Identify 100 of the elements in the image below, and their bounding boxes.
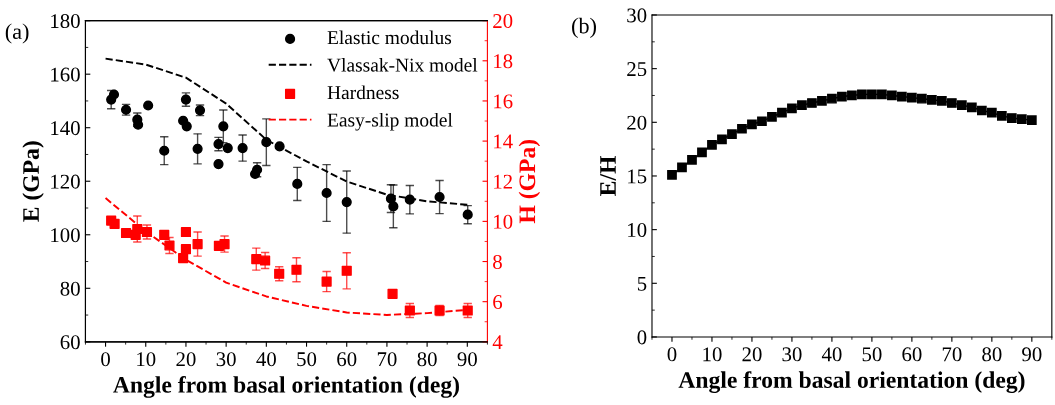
point (434, 191, 445, 203)
x-tick-label: 10 (137, 352, 156, 367)
point (108, 89, 120, 100)
point (837, 91, 847, 102)
point (967, 102, 977, 113)
y-tick-label: 80 (60, 281, 80, 296)
y-axis-title: E (GPa) (22, 141, 44, 222)
point (213, 159, 224, 170)
point (237, 142, 248, 154)
point (717, 134, 727, 145)
y-tick-label: 30 (627, 8, 647, 23)
point (877, 89, 887, 100)
point (986, 107, 997, 118)
y2-tick-label: 4 (492, 335, 503, 350)
y2-tick-label: 14 (494, 134, 513, 149)
point (787, 103, 797, 114)
point (341, 265, 352, 276)
y-tick-label: 180 (51, 14, 80, 29)
point (462, 209, 473, 220)
point (159, 229, 170, 240)
point (251, 254, 262, 265)
point (737, 123, 747, 134)
x-tick-label: 10 (703, 347, 722, 362)
point (321, 187, 332, 199)
legend-label: Hardness (327, 85, 399, 100)
y2-tick-label: 10 (494, 214, 513, 229)
y-tick-label: 15 (628, 169, 647, 184)
x-tick-label: 70 (377, 352, 397, 367)
x-axis-title: Angle from basal orientation (deg) (678, 371, 1025, 393)
point (222, 142, 233, 154)
point (164, 240, 175, 251)
y-tick-label: 10 (628, 223, 647, 238)
text: (a) (5, 23, 29, 44)
x-tick-label: 50 (862, 347, 882, 362)
y2-tick-label: 18 (494, 54, 513, 69)
point (159, 145, 170, 156)
y-tick-label: 25 (627, 62, 647, 77)
point (677, 162, 687, 173)
y2-tick-label: 8 (493, 254, 502, 269)
x-tick-label: 90 (1022, 347, 1042, 362)
y2-tick-label: 20 (493, 14, 513, 29)
x-tick-label: 20 (742, 347, 762, 362)
point (977, 105, 987, 116)
point (181, 121, 192, 132)
point (747, 119, 757, 130)
y-tick-label: 140 (51, 121, 80, 136)
x-tick-label: 70 (942, 347, 962, 362)
point (667, 170, 677, 180)
point (291, 264, 302, 275)
y-tick-label: 0 (637, 330, 647, 345)
point (757, 116, 767, 127)
x-tick-label: 20 (176, 352, 196, 367)
x-tick-label: 60 (337, 352, 357, 367)
y2-tick-label: 6 (493, 295, 503, 310)
point (388, 201, 399, 212)
x-tick-label: 40 (821, 347, 842, 362)
point (897, 91, 907, 102)
x-tick-label: 90 (457, 352, 477, 367)
point (387, 288, 398, 299)
point (292, 178, 303, 190)
y2-tick-label: 16 (494, 94, 513, 109)
x-axis-title: Angle from basal orientation (deg) (113, 375, 459, 398)
point (321, 276, 332, 287)
point (218, 121, 229, 132)
y-tick-label: 5 (637, 276, 647, 291)
point (937, 95, 947, 106)
point (404, 194, 415, 205)
point (857, 89, 867, 100)
point (178, 253, 189, 264)
point (192, 143, 203, 154)
legend-label: Easy-slip model (327, 112, 453, 131)
point (697, 147, 707, 158)
point (120, 227, 132, 239)
x-tick-label: 80 (417, 352, 437, 367)
point (180, 243, 192, 255)
point (1006, 113, 1017, 123)
legend-label: Vlassak-Nix model (327, 57, 478, 72)
point (807, 98, 817, 108)
point (887, 90, 897, 101)
point (1026, 115, 1037, 126)
y2-axis-title: H (GPa) (518, 139, 541, 224)
x-tick-label: 40 (256, 352, 276, 367)
point (867, 89, 877, 100)
point (996, 111, 1007, 121)
point (143, 100, 154, 111)
point (927, 94, 937, 105)
point (817, 95, 827, 106)
x-tick-label: 0 (667, 347, 677, 362)
point (907, 92, 917, 103)
x-tick-label: 30 (216, 352, 236, 367)
point (180, 226, 192, 238)
y-tick-label: 120 (51, 174, 80, 189)
point (687, 155, 697, 165)
point (341, 197, 352, 208)
point (827, 93, 837, 104)
point (777, 107, 787, 118)
point (917, 93, 927, 104)
x-tick-label: 30 (782, 347, 802, 362)
point (261, 137, 272, 148)
y-tick-label: 20 (627, 115, 647, 130)
